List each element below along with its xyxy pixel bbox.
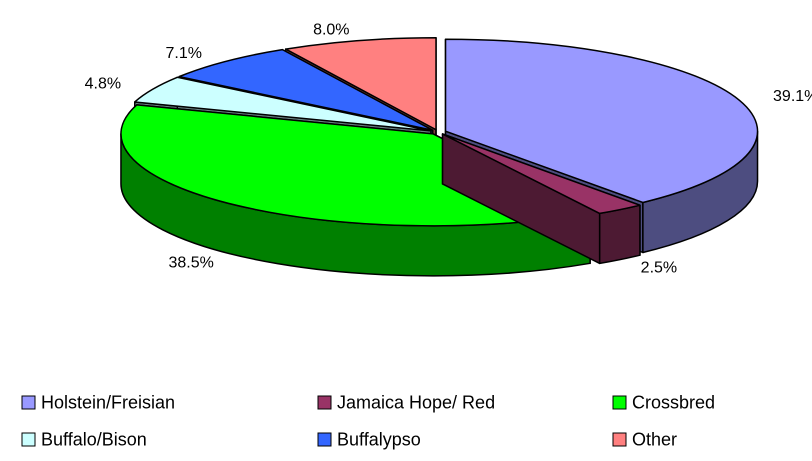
slice-wall xyxy=(598,204,641,265)
data-label: 4.8% xyxy=(85,76,121,93)
data-label: 7.1% xyxy=(165,45,201,62)
legend-label: Holstein/Freisian xyxy=(41,392,175,412)
slice xyxy=(284,36,437,131)
legend-swatch xyxy=(612,432,627,447)
legend-swatch xyxy=(612,395,627,410)
data-label: 2.5% xyxy=(641,259,677,276)
legend-label: Other xyxy=(632,429,677,449)
legend-swatch xyxy=(21,395,36,410)
legend-swatch xyxy=(21,432,36,447)
legend-label: Crossbred xyxy=(632,392,715,412)
slice xyxy=(178,48,434,131)
legend-label: Jamaica Hope/ Red xyxy=(337,392,495,412)
slice xyxy=(134,76,432,132)
data-label: 39.1% xyxy=(773,88,812,105)
legend-swatch xyxy=(317,432,332,447)
legend-label: Buffalypso xyxy=(337,429,421,449)
legend-label: Buffalo/Bison xyxy=(41,429,147,449)
slice xyxy=(444,38,759,204)
data-label: 8.0% xyxy=(313,22,349,39)
legend-swatch xyxy=(317,395,332,410)
slice xyxy=(441,133,641,215)
data-label: 38.5% xyxy=(168,255,213,272)
